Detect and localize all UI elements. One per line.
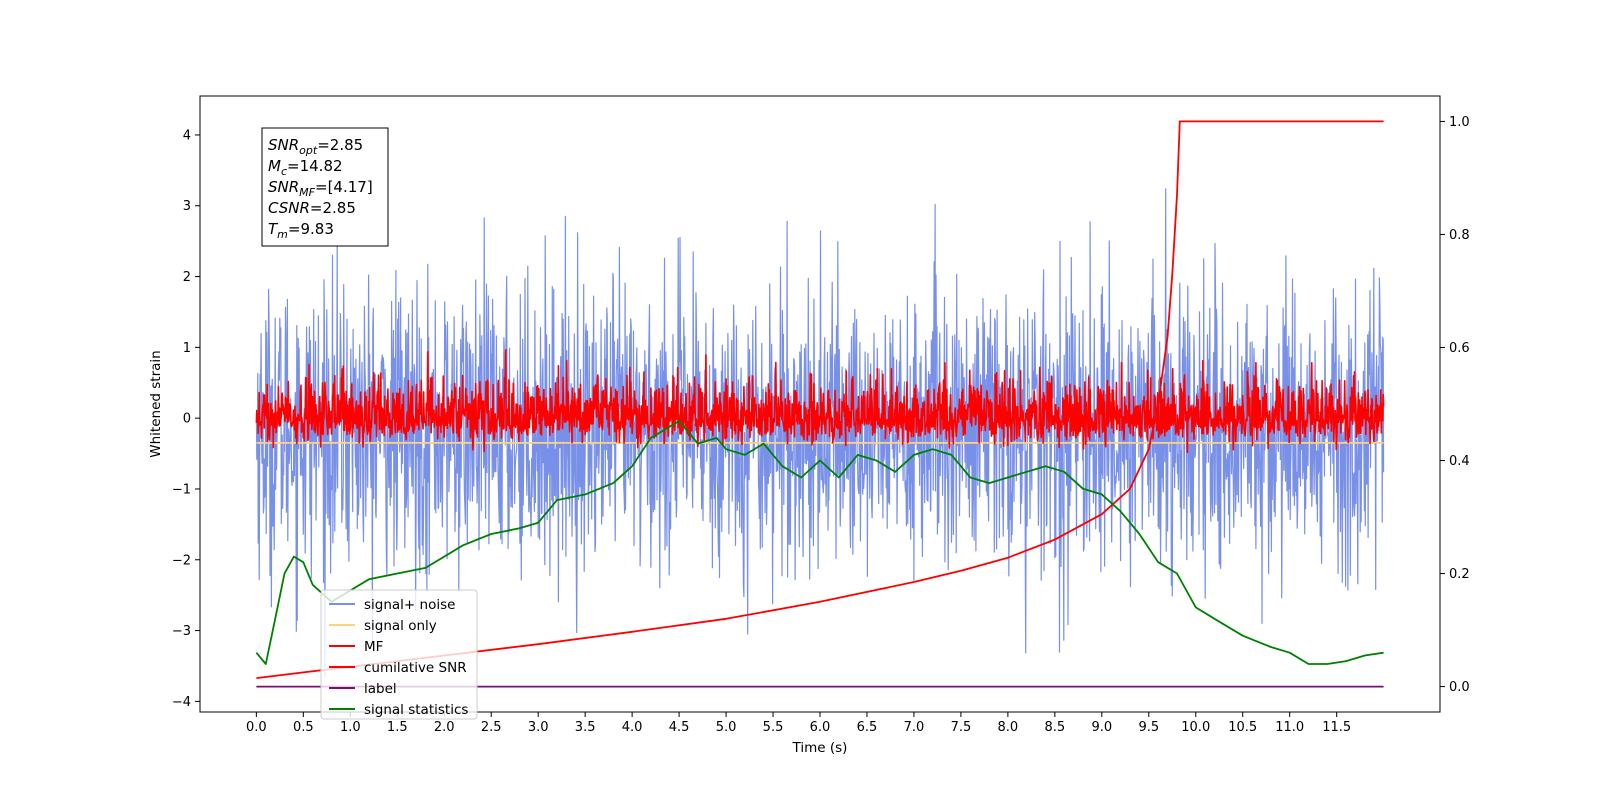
series-line-signal-noise	[255, 188, 1385, 678]
legend-label-signal-noise: signal+ noise	[364, 597, 455, 613]
stats-annotation: SNRopt=2.85Mc=14.82SNRMF=[4.17]CSNR=2.85…	[261, 127, 389, 247]
x-tick-label: 5.0	[716, 720, 737, 735]
x-tick-label: 7.0	[904, 720, 925, 735]
annotation-line: SNRopt=2.85	[268, 136, 363, 157]
x-tick-label: 3.0	[528, 720, 549, 735]
y2-tick-label: 0.4	[1449, 454, 1470, 469]
legend-label-cumilative-snr: cumilative SNR	[364, 660, 467, 676]
x-tick-label: 11.5	[1322, 720, 1351, 735]
y-axis-label: Whitened strain	[148, 350, 164, 457]
legend-frame	[320, 589, 478, 720]
legend-label-label: label	[364, 681, 397, 697]
x-tick-label: 10.5	[1228, 720, 1257, 735]
x-tick-label: 7.5	[951, 720, 972, 735]
legend: signal+ noise signal only MF cumilative SNR…	[320, 589, 478, 720]
y2-tick-label: 0.0	[1449, 680, 1470, 695]
x-tick-label: 1.0	[340, 720, 361, 735]
y-tick-label: −3	[172, 624, 191, 639]
x-tick-label: 2.0	[434, 720, 455, 735]
x-tick-label: 8.5	[1045, 720, 1066, 735]
series-layer	[255, 120, 1385, 688]
annotation-line: CSNR=2.85	[268, 199, 356, 217]
series-line-signal-statistics	[255, 420, 1384, 665]
x-tick-label: 6.0	[810, 720, 831, 735]
series-line-cumilative-snr	[256, 120, 1384, 679]
axes-layer: 0.0 0.5 1.0 1.5 2.0 2.5 3.0 3.5 4.0 4.5 5.0 5.5 6.0 6…	[172, 95, 1470, 735]
annotation-box	[261, 127, 389, 247]
x-tick-label: 0.0	[246, 720, 267, 735]
x-tick-label: 6.5	[857, 720, 878, 735]
legend-label-mf: MF	[364, 639, 383, 655]
x-tick-label: 8.0	[998, 720, 1019, 735]
x-tick-label: 5.5	[763, 720, 784, 735]
x-tick-label: 11.0	[1275, 720, 1304, 735]
y2-tick-label: 0.2	[1449, 567, 1470, 582]
x-axis-label: Time (s)	[792, 740, 848, 756]
annotation-line: Mc=14.82	[268, 157, 343, 178]
y2-tick-label: 0.8	[1449, 228, 1470, 243]
legend-label-signal-statistics: signal statistics	[364, 702, 468, 718]
x-tick-label: 10.0	[1181, 720, 1210, 735]
series-line-mf	[255, 349, 1385, 454]
x-tick-label: 4.0	[622, 720, 643, 735]
x-tick-label: 2.5	[481, 720, 502, 735]
x-tick-label: 3.5	[575, 720, 596, 735]
x-tick-label: 9.5	[1138, 720, 1159, 735]
y-tick-label: −2	[172, 553, 191, 568]
y-tick-label: 0	[183, 412, 191, 427]
x-tick-label: 1.5	[387, 720, 408, 735]
y-tick-label: 1	[183, 341, 191, 356]
x-tick-label: 4.5	[669, 720, 690, 735]
y-tick-label: −4	[172, 695, 191, 710]
legend-label-signal-only: signal only	[364, 618, 437, 634]
y-tick-label: 3	[183, 199, 191, 214]
y-tick-label: 2	[183, 270, 191, 285]
x-tick-label: 9.0	[1091, 720, 1112, 735]
y-tick-label: 4	[183, 128, 191, 143]
y2-tick-label: 1.0	[1449, 115, 1470, 130]
y-tick-label: −1	[172, 482, 191, 497]
annotation-line: SNRMF=[4.17]	[268, 178, 373, 199]
x-tick-label: 0.5	[293, 720, 314, 735]
annotation-line: Tm=9.83	[268, 220, 334, 241]
y2-tick-label: 0.6	[1449, 341, 1470, 356]
